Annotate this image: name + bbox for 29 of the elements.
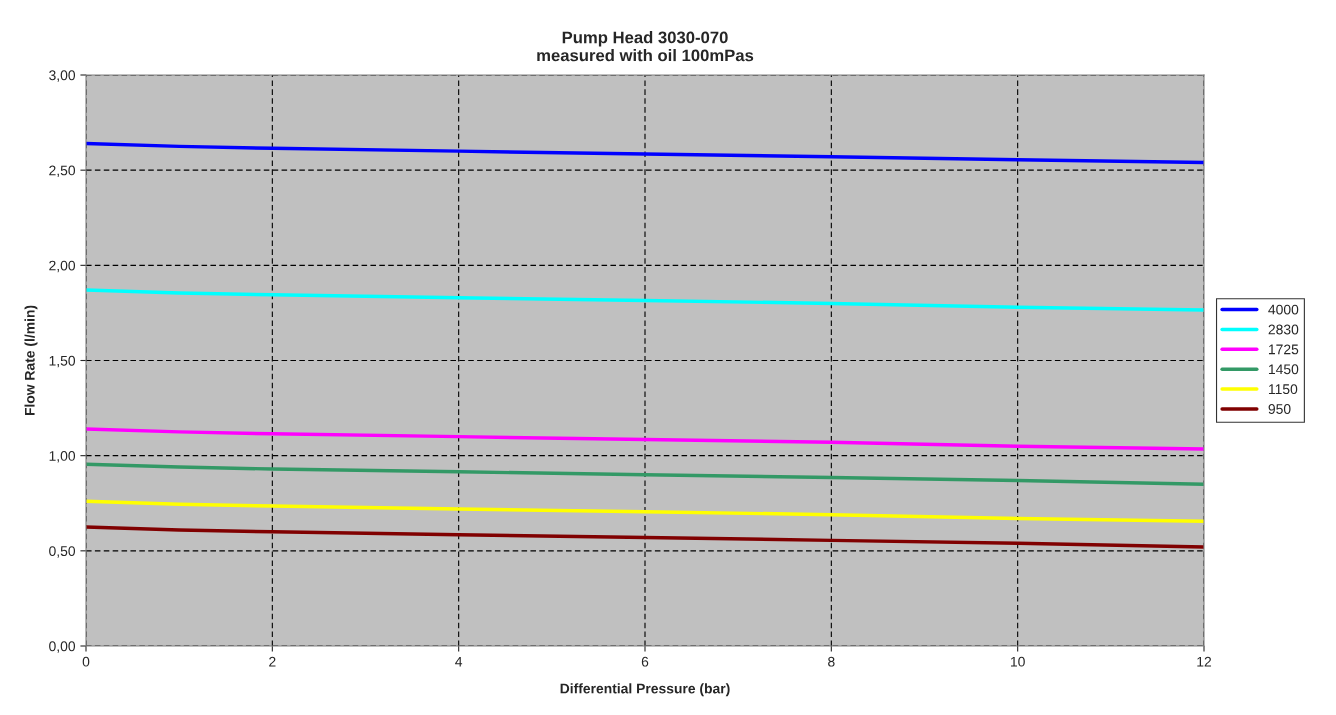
line-series <box>86 427 1204 451</box>
x-tick-label: 10 <box>1011 656 1025 667</box>
y-axis-title: Flow Rate (l/min) <box>24 305 38 416</box>
line-series <box>86 462 1204 486</box>
legend-label: 1450 <box>1268 364 1299 375</box>
x-tick-label: 2 <box>269 656 276 667</box>
y-tick-label: 1,00 <box>49 451 76 463</box>
legend-label: 2830 <box>1268 324 1299 335</box>
y-tick-label: 0,00 <box>49 641 76 653</box>
x-tick-label: 0 <box>82 656 90 667</box>
x-tick-label: 6 <box>641 656 649 667</box>
line-series <box>86 525 1204 549</box>
y-tick-label: 0,50 <box>49 546 76 558</box>
line-series <box>86 499 1204 524</box>
legend-label: 950 <box>1268 404 1291 414</box>
line-series <box>86 288 1204 312</box>
legend-label: 4000 <box>1268 304 1299 315</box>
legend-label: 1150 <box>1268 384 1298 395</box>
x-tick-label: 8 <box>828 656 835 667</box>
x-axis-title: Differential Pressure (bar) <box>560 683 730 697</box>
y-tick-label: 3,00 <box>49 70 76 82</box>
chart-title: Pump Head 3030-070 measured with oil 100mPas <box>537 31 754 62</box>
line-series <box>86 141 1204 165</box>
y-tick-label: 2,50 <box>49 165 76 177</box>
y-tick-label: 1,50 <box>49 355 76 368</box>
x-tick-label: 12 <box>1197 656 1212 667</box>
y-tick-label: 2,00 <box>49 260 76 273</box>
x-tick-label: 4 <box>455 656 463 667</box>
legend-label: 1725 <box>1268 344 1299 355</box>
